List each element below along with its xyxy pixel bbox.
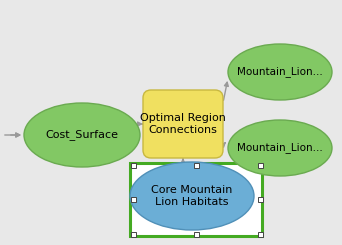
Text: Core Mountain
Lion Habitats: Core Mountain Lion Habitats: [151, 185, 233, 207]
FancyBboxPatch shape: [143, 90, 223, 158]
FancyBboxPatch shape: [131, 162, 135, 168]
FancyBboxPatch shape: [194, 232, 198, 236]
FancyBboxPatch shape: [131, 196, 135, 201]
Ellipse shape: [228, 120, 332, 176]
Ellipse shape: [130, 162, 254, 230]
FancyBboxPatch shape: [258, 162, 263, 168]
FancyBboxPatch shape: [131, 232, 135, 236]
Text: Cost_Surface: Cost_Surface: [45, 130, 118, 140]
FancyBboxPatch shape: [258, 196, 263, 201]
Text: Optimal Region
Connections: Optimal Region Connections: [140, 113, 226, 135]
Ellipse shape: [24, 103, 140, 167]
FancyBboxPatch shape: [130, 163, 262, 236]
FancyBboxPatch shape: [258, 232, 263, 236]
Text: Mountain_Lion...: Mountain_Lion...: [237, 143, 323, 153]
Ellipse shape: [228, 44, 332, 100]
FancyBboxPatch shape: [194, 162, 198, 168]
Text: Mountain_Lion...: Mountain_Lion...: [237, 67, 323, 77]
